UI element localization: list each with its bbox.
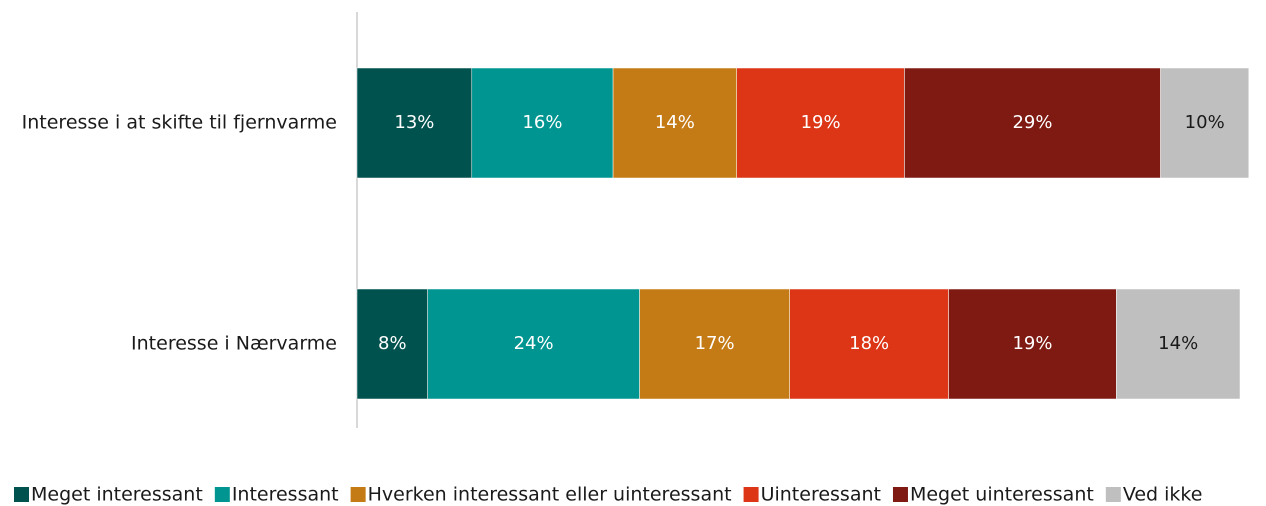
- bar-segment: [427, 288, 640, 400]
- value-label: 8%: [378, 333, 407, 354]
- legend-label: Ved ikke: [1123, 484, 1203, 506]
- bar-segment: [356, 67, 473, 179]
- bar-segment: [639, 288, 790, 400]
- bar-segment: [948, 288, 1117, 400]
- legend-label: Interessant: [232, 484, 339, 506]
- y-tick-label: Interesse i Nærvarme: [131, 333, 337, 355]
- y-tick-label: Interesse i at skifte til fjernvarme: [22, 112, 337, 134]
- legend-swatch: [14, 487, 29, 502]
- legend-swatch: [350, 487, 366, 502]
- legend-label: Meget uinteressant: [910, 484, 1094, 506]
- value-label: 14%: [1158, 333, 1198, 354]
- bar-segment: [1160, 67, 1250, 179]
- legend-swatch: [1105, 487, 1121, 502]
- bar-segment: [904, 67, 1161, 179]
- bar-segment: [1116, 288, 1241, 400]
- value-label: 19%: [1012, 333, 1052, 354]
- legend-label: Uinteressant: [761, 484, 881, 506]
- value-label: 10%: [1185, 112, 1225, 133]
- value-label: 16%: [522, 112, 562, 133]
- bar-segment: [471, 67, 614, 179]
- legend-label: Meget interessant: [31, 484, 203, 506]
- value-label: 18%: [849, 333, 889, 354]
- value-label: 19%: [801, 112, 841, 133]
- legend-swatch: [214, 487, 230, 502]
- legend-swatch: [892, 487, 908, 502]
- legend-label: Hverken interessant eller uinteressant: [368, 484, 732, 506]
- value-label: 13%: [394, 112, 434, 133]
- bar-segment: [789, 288, 949, 400]
- value-label: 14%: [655, 112, 695, 133]
- legend-swatch: [743, 487, 759, 502]
- bar-segment: [736, 67, 905, 179]
- value-label: 17%: [695, 333, 735, 354]
- bar-segment: [612, 67, 737, 179]
- value-label: 29%: [1012, 112, 1052, 133]
- value-label: 24%: [514, 333, 554, 354]
